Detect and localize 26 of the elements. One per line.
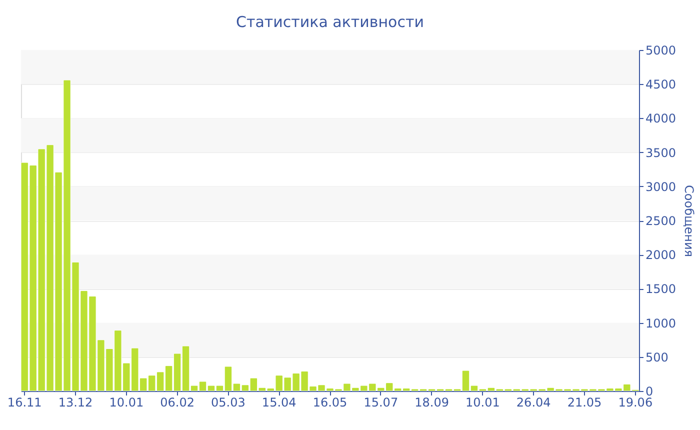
x-tick-label: 21.05 [567, 396, 602, 410]
y-tick-label: 500 [646, 350, 668, 364]
x-tick-label: 19.06 [618, 396, 653, 410]
x-tick-label: 05.03 [211, 396, 246, 410]
x-tick-label: 16.05 [312, 396, 348, 410]
y-tick-label: 3000 [646, 180, 676, 194]
y-tick-label: 5000 [646, 44, 676, 58]
y-tick-label: 4500 [646, 78, 676, 92]
x-tick-label: 10.01 [109, 396, 144, 410]
y-tick-label: 3500 [646, 146, 676, 160]
x-tick-label: 15.04 [262, 396, 296, 410]
y-tick-label: 1000 [646, 316, 676, 330]
x-tick-label: 15.07 [364, 396, 398, 410]
x-tick-label: 16.11 [7, 396, 42, 410]
x-tick-label: 18.09 [414, 396, 449, 410]
x-tick-label: 10.01 [466, 396, 500, 410]
y-tick-label: 1500 [646, 282, 676, 296]
x-tick-label: 06.02 [160, 396, 194, 410]
y-tick-label: 4000 [646, 112, 676, 126]
y-axis-title: Сообщения [682, 184, 696, 258]
y-tick-label: 2000 [646, 248, 676, 262]
y-tick-label: 0 [646, 384, 654, 398]
y-tick-label: 2500 [646, 214, 676, 228]
x-tick-label: 13.12 [58, 396, 93, 410]
x-tick-label: 26.04 [516, 396, 551, 410]
chart-title: Статистика активности [236, 13, 424, 31]
